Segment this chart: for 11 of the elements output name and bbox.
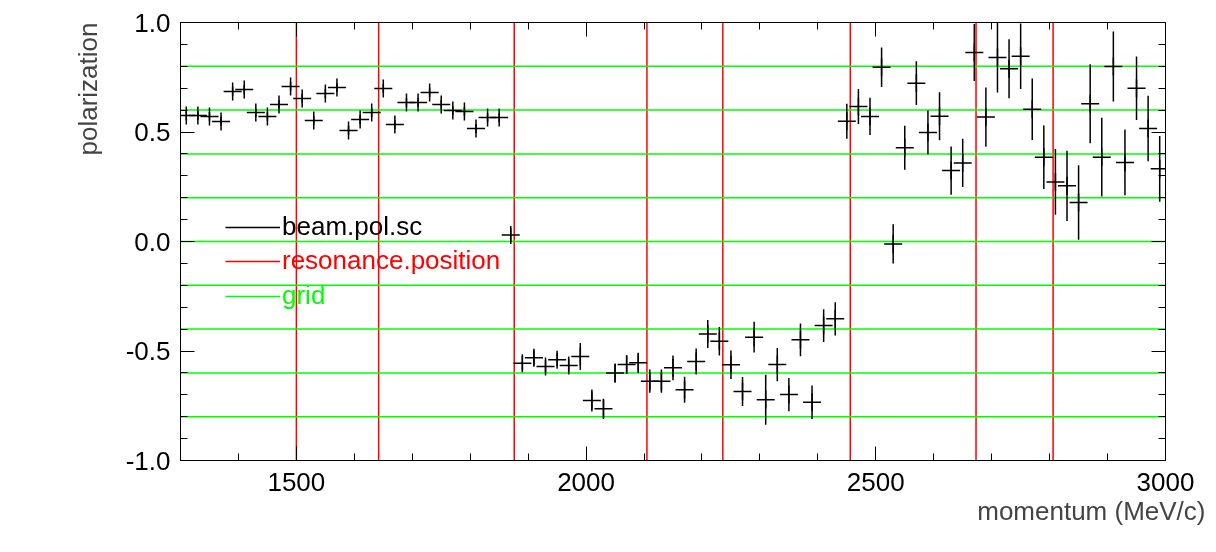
x-tick-label: 2500 (846, 466, 905, 497)
x-tick-label: 2000 (557, 466, 616, 497)
x-tick-label: 3000 (1136, 466, 1195, 497)
x-axis-title: momentum (MeV/c) (977, 495, 1206, 526)
x-tick-label: 1500 (267, 466, 326, 497)
y-tick-label: 1.0 (134, 7, 171, 38)
y-tick-label: -1.0 (125, 445, 171, 476)
y-axis-title: polarization (72, 22, 103, 156)
y-tick-label: 0.0 (134, 226, 171, 257)
y-tick-label: 0.5 (134, 117, 171, 147)
y-tick-label: -0.5 (125, 336, 171, 366)
